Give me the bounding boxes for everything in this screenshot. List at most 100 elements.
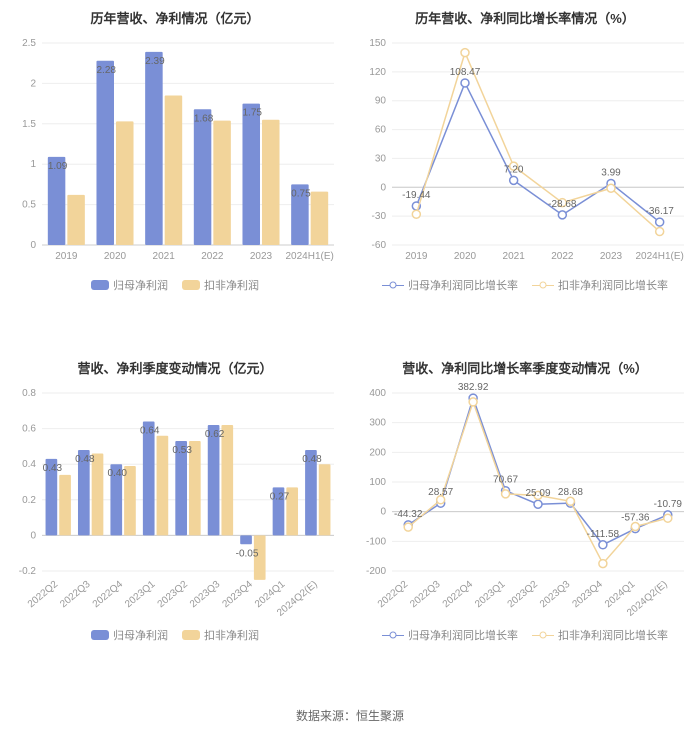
bar-chart-tl: 00.511.522.5201920202021202220232024H1(E… (6, 33, 344, 273)
legend-item: 归母净利润同比增长率 (382, 627, 518, 643)
legend: 归母净利润同比增长率 扣非净利润同比增长率 (356, 277, 694, 293)
svg-text:28.57: 28.57 (428, 487, 453, 498)
svg-text:0.53: 0.53 (172, 445, 192, 456)
svg-text:-10.79: -10.79 (654, 499, 683, 510)
legend-label: 扣非净利润 (204, 627, 259, 643)
svg-text:0.62: 0.62 (205, 429, 225, 440)
svg-text:2024H1(E): 2024H1(E) (635, 251, 683, 262)
panel-top-left: 历年营收、净利情况（亿元） 00.511.522.520192020202120… (0, 0, 350, 350)
chart-area: -0.200.20.40.60.82022Q22022Q32022Q42023Q… (6, 383, 344, 623)
line-chart-tr: -60-300306090120150201920202021202220232… (356, 33, 694, 273)
chart-title: 营收、净利同比增长率季度变动情况（%） (356, 358, 694, 377)
svg-text:2022: 2022 (551, 251, 574, 262)
legend-item: 扣非净利润 (182, 627, 259, 643)
chart-title: 营收、净利季度变动情况（亿元） (6, 358, 344, 377)
legend-swatch (91, 280, 109, 290)
svg-text:2022Q3: 2022Q3 (58, 579, 93, 611)
svg-text:2023Q2: 2023Q2 (506, 579, 541, 611)
svg-text:0.27: 0.27 (270, 491, 290, 502)
legend: 归母净利润 扣非净利润 (6, 627, 344, 643)
svg-text:0: 0 (30, 240, 36, 251)
svg-text:100: 100 (369, 477, 386, 488)
legend-item: 归母净利润 (91, 627, 168, 643)
svg-text:2022: 2022 (201, 251, 224, 262)
chart-title: 历年营收、净利同比增长率情况（%） (356, 8, 694, 27)
svg-text:-30: -30 (372, 211, 387, 222)
svg-text:-0.2: -0.2 (19, 566, 37, 577)
svg-text:0.8: 0.8 (22, 388, 36, 399)
svg-text:2023Q4: 2023Q4 (220, 579, 255, 611)
svg-text:0: 0 (30, 530, 36, 541)
svg-text:400: 400 (369, 388, 386, 399)
legend-label: 扣非净利润 (204, 277, 259, 293)
svg-text:0.40: 0.40 (108, 468, 128, 479)
svg-text:2.5: 2.5 (22, 38, 36, 49)
svg-text:1.09: 1.09 (48, 161, 68, 172)
svg-text:2023Q1: 2023Q1 (123, 579, 158, 611)
svg-text:2019: 2019 (55, 251, 78, 262)
svg-text:2020: 2020 (454, 251, 477, 262)
svg-text:-44.32: -44.32 (394, 509, 423, 520)
svg-text:2023: 2023 (250, 251, 273, 262)
legend: 归母净利润 扣非净利润 (6, 277, 344, 293)
svg-text:70.67: 70.67 (493, 475, 518, 486)
svg-text:28.68: 28.68 (558, 487, 583, 498)
data-source-label: 数据来源：恒生聚源 (0, 700, 700, 733)
panel-bottom-left: 营收、净利季度变动情况（亿元） -0.200.20.40.60.82022Q22… (0, 350, 350, 700)
svg-text:300: 300 (369, 418, 386, 429)
svg-text:90: 90 (375, 96, 387, 107)
svg-text:-111.58: -111.58 (587, 529, 620, 540)
legend-label: 归母净利润 (113, 627, 168, 643)
svg-text:200: 200 (369, 447, 386, 458)
svg-text:2023Q2: 2023Q2 (156, 579, 191, 611)
svg-text:0: 0 (380, 507, 386, 518)
legend-item: 扣非净利润同比增长率 (532, 627, 668, 643)
svg-text:3.99: 3.99 (601, 167, 621, 178)
svg-text:-100: -100 (366, 536, 386, 547)
svg-text:-28.68: -28.68 (548, 199, 577, 210)
svg-text:0.6: 0.6 (22, 424, 36, 435)
svg-text:25.09: 25.09 (525, 488, 550, 499)
svg-text:0.5: 0.5 (22, 200, 36, 211)
legend-item: 扣非净利润同比增长率 (532, 277, 668, 293)
svg-text:2022Q3: 2022Q3 (408, 579, 443, 611)
legend-item: 归母净利润 (91, 277, 168, 293)
svg-text:30: 30 (375, 153, 387, 164)
chart-title: 历年营收、净利情况（亿元） (6, 8, 344, 27)
svg-text:-19.44: -19.44 (402, 190, 431, 201)
svg-text:0.64: 0.64 (140, 425, 160, 436)
legend-label: 扣非净利润同比增长率 (558, 277, 668, 293)
svg-text:60: 60 (375, 125, 387, 136)
line-chart-br: -200-10001002003004002022Q22022Q32022Q42… (356, 383, 694, 623)
chart-area: -200-10001002003004002022Q22022Q32022Q42… (356, 383, 694, 623)
legend: 归母净利润同比增长率扣非净利润同比增长率 (356, 627, 694, 643)
legend-line-icon (382, 280, 404, 290)
legend-line-icon (532, 630, 554, 640)
chart-area: 00.511.522.5201920202021202220232024H1(E… (6, 33, 344, 273)
svg-text:2024H1(E): 2024H1(E) (285, 251, 333, 262)
svg-text:2020: 2020 (104, 251, 127, 262)
svg-text:108.47: 108.47 (450, 67, 481, 78)
svg-text:1.68: 1.68 (194, 113, 214, 124)
svg-text:0.48: 0.48 (75, 454, 95, 465)
legend-swatch (182, 630, 200, 640)
svg-text:2019: 2019 (405, 251, 428, 262)
svg-text:2021: 2021 (503, 251, 526, 262)
svg-text:7.20: 7.20 (504, 164, 524, 175)
svg-text:2: 2 (30, 78, 36, 89)
svg-text:2022Q4: 2022Q4 (441, 579, 476, 611)
svg-text:2021: 2021 (153, 251, 176, 262)
svg-text:0.43: 0.43 (43, 463, 63, 474)
legend-item: 扣非净利润 (182, 277, 259, 293)
svg-text:2022Q4: 2022Q4 (91, 579, 126, 611)
legend-line-icon (382, 630, 404, 640)
panel-bottom-right: 营收、净利同比增长率季度变动情况（%） -200-100010020030040… (350, 350, 700, 700)
legend-item: 归母净利润同比增长率 (382, 277, 518, 293)
svg-text:0.75: 0.75 (291, 188, 311, 199)
legend-line-icon (532, 280, 554, 290)
legend-label: 归母净利润同比增长率 (408, 277, 518, 293)
svg-text:-60: -60 (372, 240, 387, 251)
svg-text:2023Q4: 2023Q4 (570, 579, 605, 611)
svg-text:2023Q3: 2023Q3 (188, 579, 223, 611)
svg-text:0.2: 0.2 (22, 495, 36, 506)
